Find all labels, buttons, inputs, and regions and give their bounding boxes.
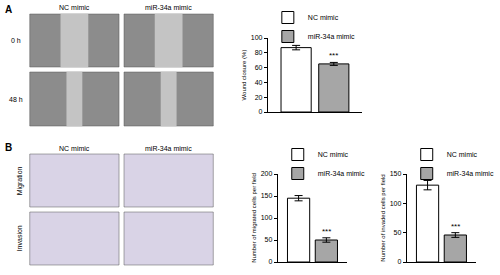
svg-text:***: *** [329,51,338,60]
svg-text:20: 20 [255,94,263,101]
svg-text:miR-34a mimic: miR-34a mimic [308,33,355,40]
svg-text:80: 80 [255,49,263,56]
svg-text:60: 60 [255,64,263,71]
svg-text:40: 40 [255,79,263,86]
svg-text:200: 200 [261,170,273,177]
svg-text:50: 50 [265,236,273,243]
svg-text:***: *** [322,227,331,236]
svg-text:100: 100 [390,200,402,207]
svg-text:Number of invaded cells per fi: Number of invaded cells per field [380,174,386,261]
svg-text:0: 0 [259,108,263,115]
svg-text:miR-34a mimic: miR-34a mimic [447,170,494,177]
svg-text:NC mimic: NC mimic [318,151,349,158]
svg-text:NC mimic: NC mimic [447,151,478,158]
svg-text:miR-34a mimic: miR-34a mimic [318,170,365,177]
svg-text:Migration: Migration [16,166,24,195]
svg-text:Invasion: Invasion [16,225,23,251]
svg-text:A: A [5,4,12,15]
svg-text:150: 150 [390,170,402,177]
svg-text:NC mimic: NC mimic [59,4,90,11]
svg-text:***: *** [451,222,460,231]
svg-text:50: 50 [394,229,402,236]
svg-text:150: 150 [261,192,273,199]
svg-text:0 h: 0 h [11,37,21,44]
svg-text:100: 100 [251,34,263,41]
svg-text:0: 0 [397,258,401,265]
svg-text:miR-34a mimic: miR-34a mimic [145,4,192,11]
svg-text:0: 0 [268,258,272,265]
svg-text:Number of migrated cells per f: Number of migrated cells per field [251,173,257,263]
svg-text:miR-34a mimic: miR-34a mimic [145,145,192,152]
svg-text:Wound closure (%): Wound closure (%) [241,50,247,101]
svg-text:48 h: 48 h [9,96,23,103]
svg-text:B: B [5,142,12,153]
svg-text:NC mimic: NC mimic [308,14,339,21]
svg-text:100: 100 [261,214,273,221]
svg-text:NC mimic: NC mimic [59,145,90,152]
